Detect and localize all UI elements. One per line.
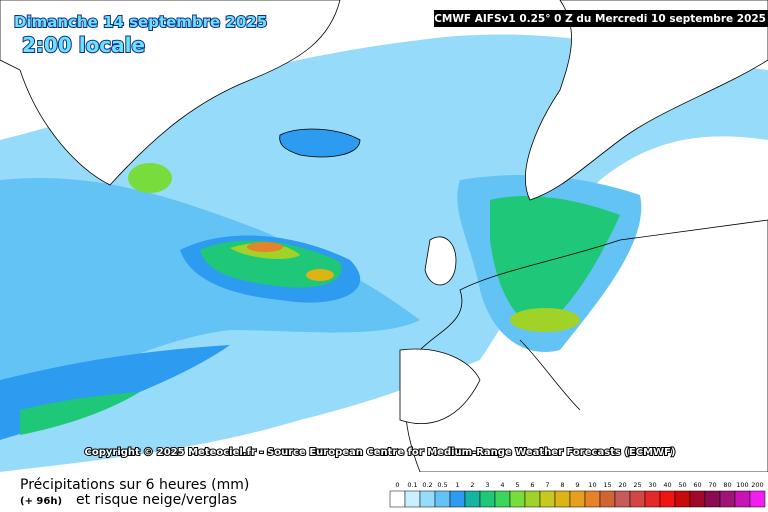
copyright: Copyright © 2025 Meteociel.fr - Source E… (85, 447, 676, 458)
legend-swatch (569, 490, 586, 508)
legend-label: 8 (560, 481, 564, 489)
legend-label: 1 (455, 481, 459, 489)
legend-swatch (419, 490, 436, 508)
time: 2:00 locale (22, 33, 145, 57)
legend-swatch (554, 490, 571, 508)
legend-label: 3 (485, 481, 489, 489)
legend-swatch (539, 490, 556, 508)
legend-swatch (659, 490, 676, 508)
legend-label: 10 (588, 481, 596, 489)
legend-label: 70 (708, 481, 716, 489)
date: Dimanche 14 septembre 2025 (14, 13, 267, 31)
legend-label: 0.5 (437, 481, 447, 489)
legend-swatch (674, 490, 691, 508)
legend-swatch (689, 490, 706, 508)
legend-label: 25 (633, 481, 641, 489)
footer-title: Précipitations sur 6 heures (mm) (20, 477, 249, 493)
legend-swatch (494, 490, 511, 508)
legend-swatch (584, 490, 601, 508)
legend-swatch (734, 490, 751, 508)
legend-label: 9 (575, 481, 579, 489)
legend-label: 200 (751, 481, 763, 489)
legend-label: 5 (515, 481, 519, 489)
legend-swatch (704, 490, 721, 508)
legend-label: 15 (603, 481, 611, 489)
legend-swatch (434, 490, 451, 508)
legend-label: 30 (648, 481, 656, 489)
legend-swatch (749, 490, 766, 508)
legend-label: 20 (618, 481, 626, 489)
legend-swatch (449, 490, 466, 508)
legend-swatch (479, 490, 496, 508)
footer-subtitle: et risque neige/verglas (76, 492, 237, 508)
legend-label: 50 (678, 481, 686, 489)
legend-swatch (629, 490, 646, 508)
legend-label: 40 (663, 481, 671, 489)
legend-label: 100 (736, 481, 748, 489)
legend-swatch (719, 490, 736, 508)
legend-label: 80 (723, 481, 731, 489)
legend-swatch (614, 490, 631, 508)
legend-label: 0.2 (422, 481, 432, 489)
legend: 0 0.1 0.2 0.5 1 2 3 4 5 6 7 8 9 10 15 20 25 30 40 50 60 70 80 1… (389, 481, 766, 508)
legend-label: 2 (470, 481, 474, 489)
legend-label: 60 (693, 481, 701, 489)
legend-swatch (464, 490, 481, 508)
run: Run ECMWF AIFSv1 0.25° 0 Z du Mercredi 1… (400, 13, 766, 25)
legend-label: 6 (530, 481, 534, 489)
legend-swatch (524, 490, 541, 508)
legend-swatch (389, 490, 406, 508)
run-box (434, 10, 768, 27)
legend-label: 0 (395, 481, 399, 489)
legend-label: 4 (500, 481, 504, 489)
footer-lead: (+ 96h) (20, 496, 62, 507)
map (0, 0, 768, 473)
legend-swatch (644, 490, 661, 508)
legend-swatch (509, 490, 526, 508)
legend-swatch (599, 490, 616, 508)
legend-swatch (404, 490, 421, 508)
legend-label: 7 (545, 481, 549, 489)
legend-label: 0.1 (407, 481, 417, 489)
